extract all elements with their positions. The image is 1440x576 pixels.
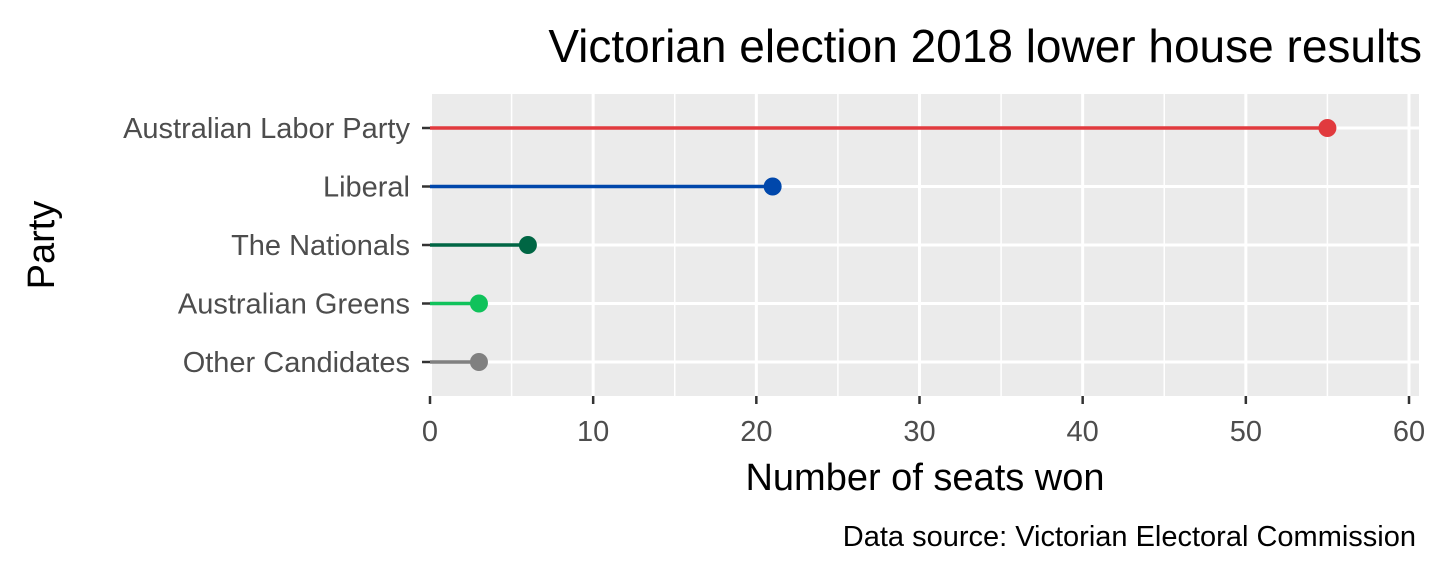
x-axis: 0 10 20 30 40 50 60 — [422, 396, 1425, 448]
x-tick-label: 40 — [1067, 416, 1099, 448]
x-tick-label: 20 — [740, 416, 772, 448]
x-tick-label: 0 — [422, 416, 438, 448]
lollipop-marks — [430, 119, 1337, 371]
chart-title: Victorian election 2018 lower house resu… — [548, 20, 1422, 72]
lollipop-point — [469, 353, 488, 371]
lollipop-point — [763, 177, 782, 196]
y-axis: Australian Labor Party Liberal The Nationa… — [123, 113, 430, 379]
x-tick-label: 50 — [1230, 416, 1262, 448]
x-axis-title: Number of seats won — [745, 457, 1104, 499]
lollipop-point — [1318, 119, 1337, 137]
lollipop-point — [518, 236, 537, 254]
y-tick-label: Liberal — [323, 172, 410, 204]
x-tick-label: 60 — [1393, 416, 1425, 448]
y-tick-label: Other Candidates — [183, 347, 410, 379]
x-tick-label: 10 — [577, 416, 609, 448]
y-tick-label: Australian Greens — [178, 289, 410, 321]
y-tick-label: Australian Labor Party — [123, 113, 410, 145]
chart-caption: Data source: Victorian Electoral Commiss… — [843, 521, 1416, 553]
x-tick-label: 30 — [903, 416, 935, 448]
y-axis-title: Party — [21, 201, 63, 290]
y-tick-label: The Nationals — [231, 230, 410, 262]
lollipop-point — [469, 294, 488, 313]
